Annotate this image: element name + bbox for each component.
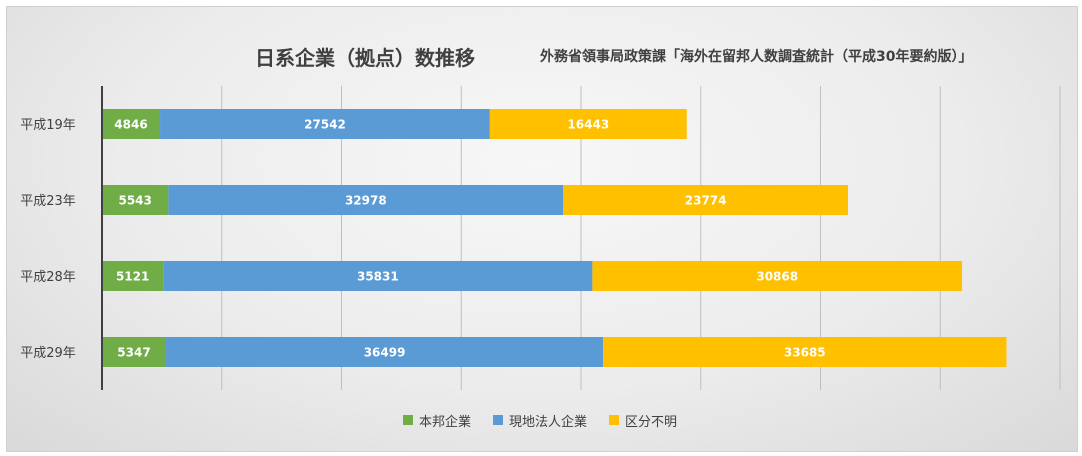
legend-label: 本邦企業: [418, 414, 471, 430]
data-label: 5347: [117, 346, 150, 360]
data-label: 30868: [756, 270, 798, 284]
data-label: 33685: [784, 346, 826, 360]
data-label: 5121: [116, 270, 149, 284]
legend-swatch: [609, 415, 619, 425]
chart-legend: 本邦企業 現地法人企業 区分不明: [370, 403, 710, 437]
legend-swatch: [402, 415, 413, 425]
chart-subtitle: 外務省領事局政策課「海外在留邦人数調査統計（平成30年要約版）」: [540, 49, 973, 65]
data-label: 32978: [345, 194, 387, 208]
bar-segment: [489, 109, 687, 139]
legend-swatch: [492, 415, 503, 425]
bar-segment: [168, 185, 564, 215]
bar-segment: [160, 109, 490, 139]
bar-segment: [563, 185, 848, 215]
bar-segment: [102, 337, 167, 367]
bar-segment: [603, 337, 1007, 367]
legend-item: 現地法人企業: [492, 411, 587, 430]
legend-label: 区分不明: [625, 414, 678, 430]
data-label: 16443: [567, 118, 609, 132]
legend-label: 現地法人企業: [508, 414, 587, 430]
bar-segment: [102, 185, 169, 215]
category-label: 平成19年: [20, 118, 76, 133]
data-label: 23774: [685, 194, 727, 208]
data-label: 27542: [304, 118, 346, 132]
bar-segment: [163, 261, 593, 291]
bar-segment: [102, 109, 161, 139]
category-label: 平成29年: [20, 346, 76, 361]
chart-title: 日系企業（拠点）数推移: [255, 46, 475, 70]
data-label: 36499: [364, 346, 406, 360]
bar-segment: [592, 261, 963, 291]
category-label: 平成28年: [20, 270, 76, 285]
legend-item: 区分不明: [609, 411, 677, 430]
bar-segment: [166, 337, 604, 367]
legend-item: 本邦企業: [402, 411, 471, 430]
chart-area: [6, 6, 1078, 452]
data-label: 35831: [357, 270, 399, 284]
bar-segment: [102, 261, 164, 291]
data-label: 4846: [114, 118, 147, 132]
data-label: 5543: [118, 194, 151, 208]
category-label: 平成23年: [20, 194, 76, 209]
